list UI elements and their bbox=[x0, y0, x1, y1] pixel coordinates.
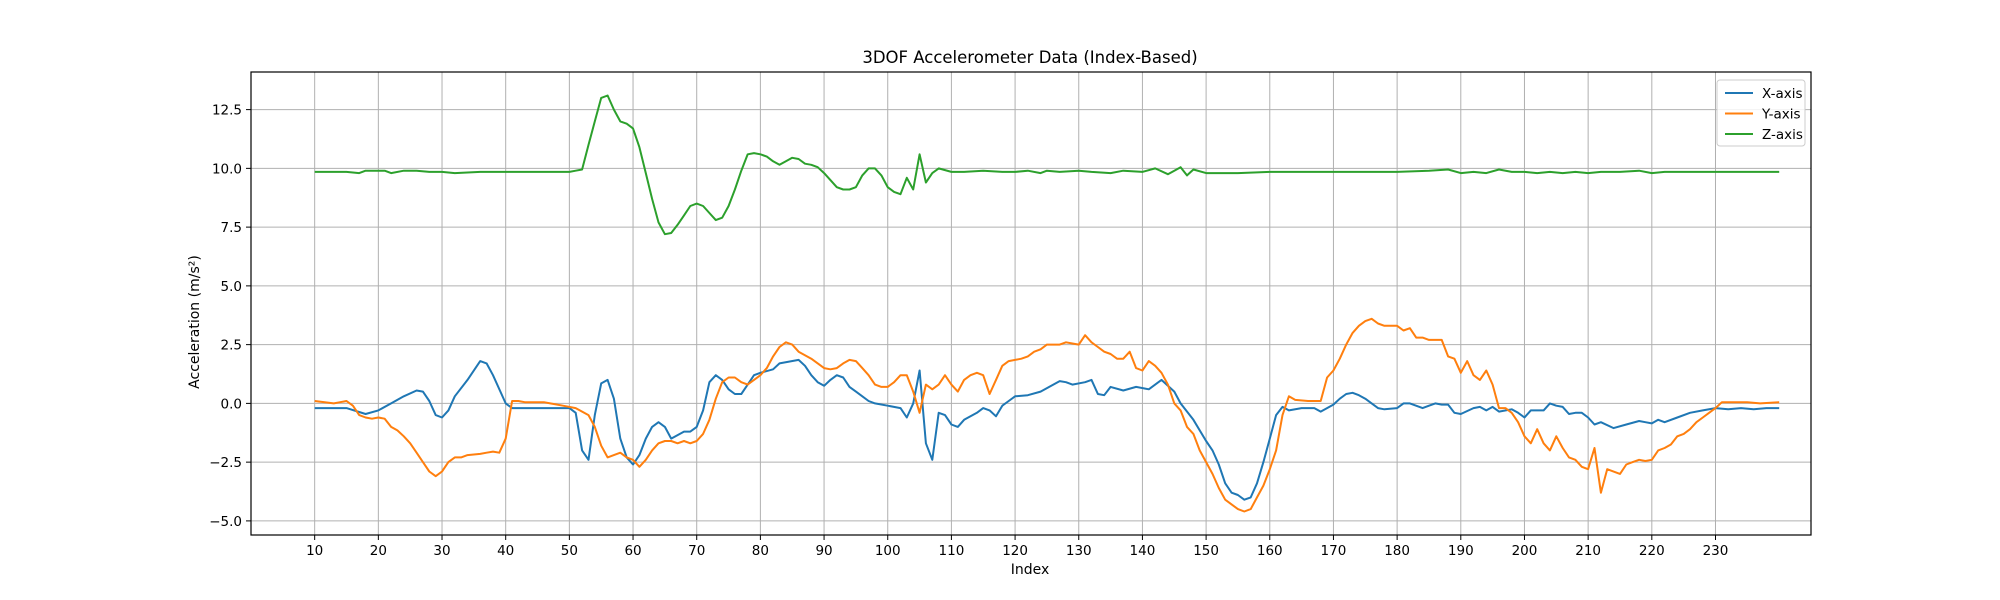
x-tick-label: 40 bbox=[497, 543, 514, 559]
legend: X-axis Y-axis Z-axis bbox=[1716, 79, 1806, 147]
x-tick-label: 220 bbox=[1639, 543, 1665, 559]
series-line-y-axis bbox=[314, 317, 1780, 513]
x-tick-label: 180 bbox=[1384, 543, 1410, 559]
x-tick-label: 80 bbox=[752, 543, 769, 559]
y-tick-label: −2.5 bbox=[209, 455, 242, 471]
y-tick-label: 7.5 bbox=[221, 220, 242, 236]
y-tick-label: 12.5 bbox=[212, 103, 242, 119]
x-tick-label: 20 bbox=[370, 543, 387, 559]
y-axis-label: Acceleration (m/s²) bbox=[187, 255, 203, 389]
x-tick-label: 10 bbox=[306, 543, 323, 559]
y-tick-label: 5.0 bbox=[221, 279, 242, 295]
x-tick-label: 230 bbox=[1703, 543, 1729, 559]
y-tick-label: 0.0 bbox=[221, 396, 242, 412]
series-lines bbox=[314, 94, 1780, 513]
x-tick-label: 60 bbox=[624, 543, 641, 559]
x-tick-label: 30 bbox=[433, 543, 450, 559]
x-tick-label: 160 bbox=[1257, 543, 1283, 559]
axis-ticks: 10 20 30 40 50 60 70 80 90 100 110 120 130 140 150 160 1… bbox=[209, 103, 1728, 559]
legend-box bbox=[1716, 79, 1806, 147]
y-tick-label: 10.0 bbox=[212, 161, 242, 177]
x-tick-label: 70 bbox=[688, 543, 705, 559]
x-tick-label: 140 bbox=[1130, 543, 1156, 559]
x-tick-label: 100 bbox=[875, 543, 901, 559]
x-tick-label: 170 bbox=[1321, 543, 1347, 559]
legend-label-x-axis: X-axis bbox=[1762, 86, 1803, 102]
y-tick-label: −5.0 bbox=[209, 514, 242, 530]
x-tick-label: 120 bbox=[1002, 543, 1028, 559]
x-tick-label: 50 bbox=[561, 543, 578, 559]
series-line-z-axis bbox=[314, 94, 1780, 236]
x-tick-label: 90 bbox=[815, 543, 832, 559]
plot-area-frame bbox=[250, 71, 1812, 536]
legend-label-z-axis: Z-axis bbox=[1762, 127, 1803, 143]
x-axis-label: Index bbox=[1011, 562, 1050, 578]
y-tick-label: 2.5 bbox=[221, 338, 242, 354]
x-tick-label: 150 bbox=[1193, 543, 1219, 559]
x-tick-label: 190 bbox=[1448, 543, 1474, 559]
chart-title: 3DOF Accelerometer Data (Index-Based) bbox=[862, 48, 1197, 67]
series-line-x-axis bbox=[314, 358, 1780, 501]
x-tick-label: 110 bbox=[939, 543, 965, 559]
grid bbox=[251, 72, 1811, 535]
legend-label-y-axis: Y-axis bbox=[1761, 107, 1801, 123]
x-tick-label: 130 bbox=[1066, 543, 1092, 559]
x-tick-label: 210 bbox=[1575, 543, 1601, 559]
x-tick-label: 200 bbox=[1512, 543, 1538, 559]
